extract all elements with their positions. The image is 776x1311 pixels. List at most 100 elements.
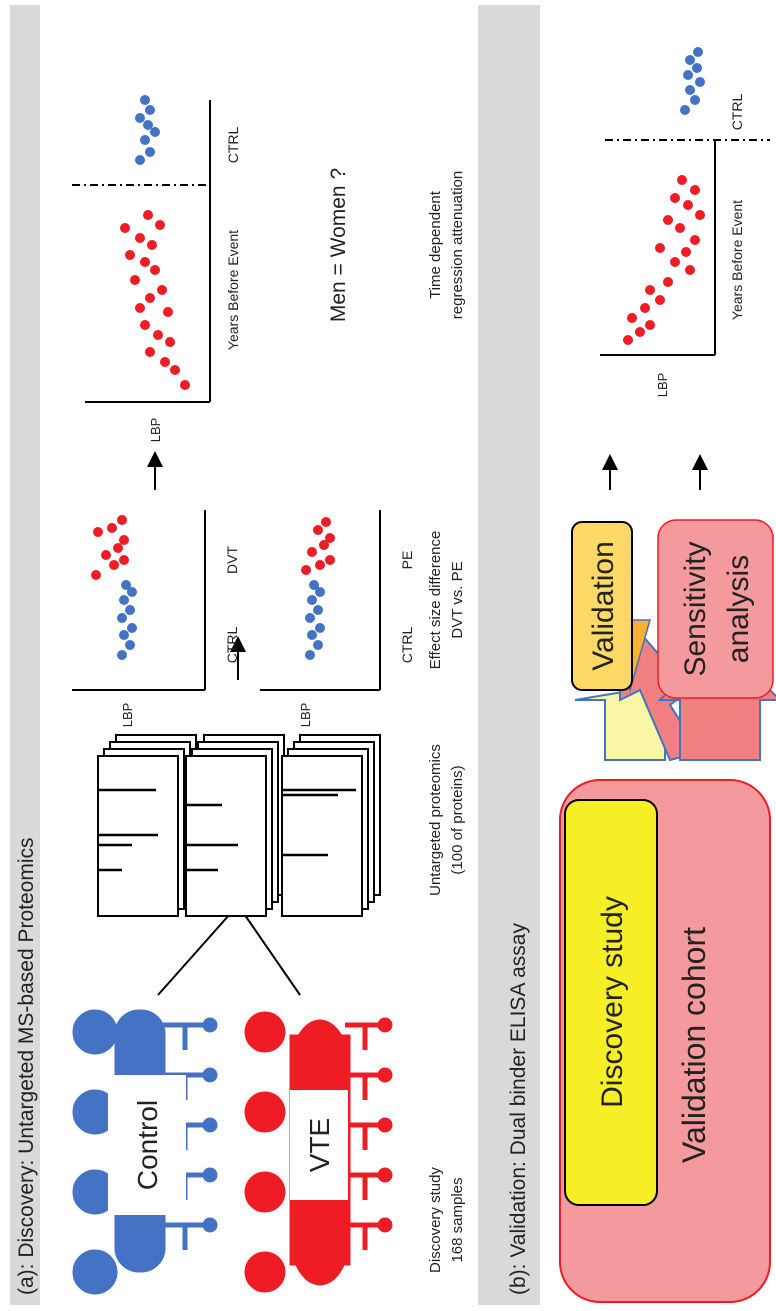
scatter-dot	[313, 525, 323, 535]
effect-caption-line2: DVT vs. PE	[449, 561, 466, 638]
scatter-dot	[655, 243, 665, 253]
proteomics-caption-line1: Untargeted proteomics	[427, 744, 444, 896]
men-women-question: Men = Women ?	[327, 168, 350, 322]
scatter-dot	[165, 337, 175, 347]
scatter-dot	[695, 77, 705, 87]
scatter-dvt-xlabel-dvt: DVT	[224, 546, 240, 574]
scatter-dot	[307, 595, 317, 605]
scatter-dot	[140, 135, 150, 145]
time-scatter-xlabel-ctrl: CTRL	[225, 127, 241, 164]
validation-scatter-ctrl-dots	[680, 47, 705, 115]
scatter-pe-xlabel-pe: PE	[399, 551, 415, 570]
scatter-dot	[147, 240, 157, 250]
scatter-dot	[685, 55, 695, 65]
time-scatter-xlabel-event: Years Before Event	[225, 230, 241, 350]
validation-label: Validation	[587, 541, 620, 671]
scatter-dot	[150, 265, 160, 275]
scatter-dot	[313, 640, 323, 650]
scatter-dot	[117, 613, 127, 623]
scatter-dot	[125, 250, 135, 260]
proteomics-spectra-stacks	[97, 734, 381, 917]
scatter-dot	[683, 70, 693, 80]
scatter-dot	[91, 570, 101, 580]
scatter-dot	[663, 277, 673, 287]
scatter-dot	[690, 95, 700, 105]
scatter-dot	[140, 257, 150, 267]
scatter-dot	[127, 623, 137, 633]
scatter-dot	[313, 605, 323, 615]
scatter-dot	[143, 120, 153, 130]
scatter-dot	[117, 650, 127, 660]
scatter-dvt-axes	[72, 510, 206, 691]
scatter-dot	[155, 220, 165, 230]
validation-scatter-event-dots	[623, 175, 705, 345]
scatter-pe-xlabel-ctrl: CTRL	[399, 627, 415, 664]
scatter-pe-ylabel: LBP	[298, 703, 313, 728]
sensitivity-label-line1: Sensitivity	[679, 541, 712, 676]
scatter-pe-dots	[301, 517, 335, 575]
scatter-dot	[685, 85, 695, 95]
scatter-dot	[119, 595, 129, 605]
scatter-dot	[635, 327, 645, 337]
scatter-dot	[305, 650, 315, 660]
scatter-dot	[145, 105, 155, 115]
scatter-dot	[321, 517, 331, 527]
scatter-dot	[319, 540, 329, 550]
scatter-dot	[163, 307, 173, 317]
scatter-dot	[145, 293, 155, 303]
scatter-dot	[113, 543, 123, 553]
scatter-dot	[655, 295, 665, 305]
scatter-dot	[305, 613, 315, 623]
scatter-dot	[145, 347, 155, 357]
effect-caption-line1: Effect size difference	[427, 531, 444, 670]
vte-label-box	[290, 1090, 348, 1200]
scatter-dot	[315, 623, 325, 633]
validation-box	[571, 521, 633, 691]
discovery-caption-line1: Discovery study	[427, 1167, 444, 1273]
scatter-dot	[309, 580, 319, 590]
validation-scatter-axes	[600, 139, 770, 356]
scatter-dvt-ctrl-dots	[117, 580, 137, 660]
scatter-dot	[107, 523, 117, 533]
proteomics-caption-line2: (100 of proteins)	[449, 765, 466, 874]
sensitivity-label-line2: analysis	[722, 555, 755, 663]
scatter-dot	[180, 380, 190, 390]
scatter-dot	[690, 235, 700, 245]
scatter-dot	[140, 320, 150, 330]
scatter-dot	[670, 257, 680, 267]
scatter-dot	[135, 155, 145, 165]
time-scatter-event-dots	[120, 210, 190, 390]
scatter-dot	[680, 105, 690, 115]
scatter-dot	[119, 535, 129, 545]
scatter-dot	[125, 640, 135, 650]
scatter-dot	[120, 223, 130, 233]
scatter-dot	[627, 313, 637, 323]
scatter-dot	[307, 547, 317, 557]
validation-cohort-label: Validation cohort	[676, 927, 712, 1163]
scatter-dot	[160, 357, 170, 367]
scatter-dot	[157, 285, 167, 295]
scatter-dvt-ylabel: LBP	[120, 703, 135, 728]
vte-label: VTE	[304, 1118, 335, 1172]
scatter-dot	[693, 47, 703, 57]
scatter-dot	[315, 560, 325, 570]
scatter-dot	[121, 580, 131, 590]
scatter-dot	[670, 193, 680, 203]
control-label-box	[108, 1075, 186, 1215]
scatter-dot	[645, 320, 655, 330]
panel-b-header: (b): Validation: Dual binder ELISA assay	[507, 923, 530, 1295]
panel-b-header-bar	[478, 5, 540, 1305]
scatter-dot	[130, 275, 140, 285]
scatter-dot	[681, 247, 691, 257]
scatter-dot	[125, 605, 135, 615]
time-scatter-ctrl-dots	[135, 95, 160, 165]
scatter-dot	[623, 335, 633, 345]
discovery-caption-line2: 168 samples	[449, 1177, 466, 1262]
scatter-dot	[663, 215, 673, 225]
scatter-dot	[692, 63, 702, 73]
scatter-dot	[109, 560, 119, 570]
scatter-dot	[645, 285, 655, 295]
branch-lines	[157, 904, 301, 996]
validation-scatter-xlabel-event: Years Before Event	[729, 200, 745, 320]
scatter-dot	[140, 95, 150, 105]
